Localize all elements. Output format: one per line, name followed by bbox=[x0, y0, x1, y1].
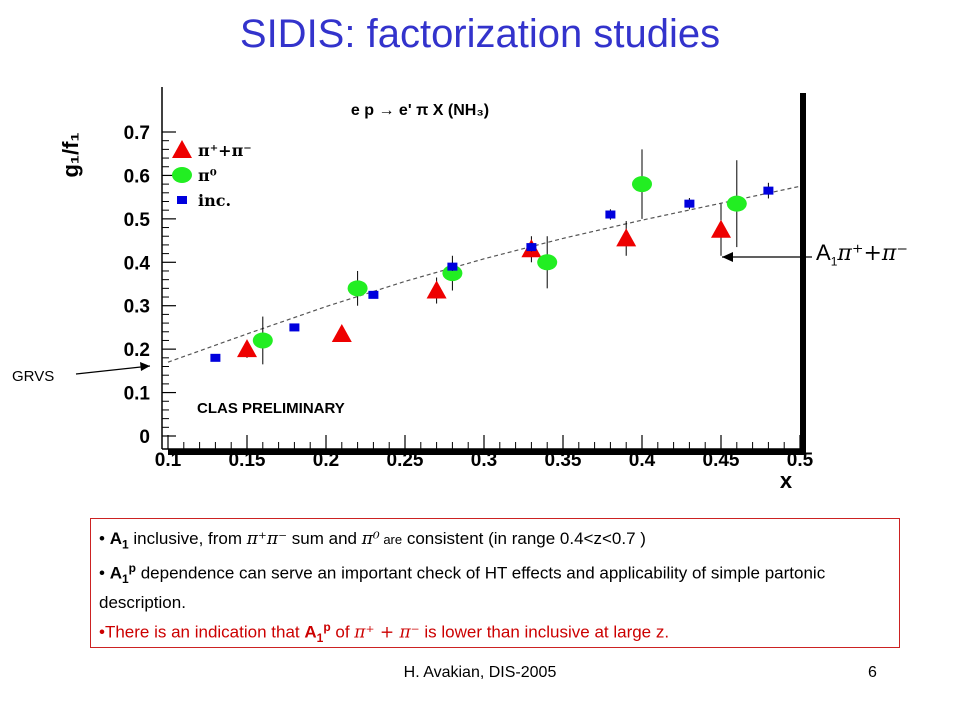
grvs-arrowhead-icon bbox=[140, 362, 150, 371]
bullet-text: inclusive, from bbox=[128, 529, 247, 548]
clas-preliminary-label: CLAS PRELIMINARY bbox=[197, 400, 345, 417]
x-tick-label: 0.4 bbox=[629, 450, 656, 471]
data-point-square bbox=[763, 186, 774, 195]
page-number: 6 bbox=[868, 664, 877, 681]
y-tick-label: 0.3 bbox=[124, 297, 150, 318]
data-point-circle bbox=[347, 280, 368, 297]
y-tick-label: 0.2 bbox=[124, 340, 150, 361]
bullet-mark: • bbox=[99, 564, 110, 584]
legend-marker-square bbox=[177, 196, 187, 204]
grvs-arrow bbox=[75, 365, 151, 375]
plot-shadow-bottom bbox=[168, 449, 806, 455]
y-axis-label: g₁/f₁ bbox=[58, 132, 83, 177]
grvs-label: GRVS bbox=[12, 368, 55, 385]
footer-author: H. Avakian, DIS-2005 bbox=[403, 664, 557, 681]
a1-sub: 1 bbox=[121, 537, 129, 552]
data-point-square bbox=[684, 199, 695, 208]
legend-label: inc. bbox=[198, 191, 231, 210]
bullet-text: dependence can serve an important check … bbox=[99, 564, 826, 613]
bullet-2: • A1p dependence can serve an important … bbox=[99, 556, 891, 615]
data-point-triangle bbox=[237, 339, 257, 358]
pion-symbol: π⁰ bbox=[361, 529, 380, 549]
x-tick-label: 0.35 bbox=[545, 450, 582, 471]
x-tick-label: 0.1 bbox=[155, 450, 182, 471]
bullet-text: sum and bbox=[287, 529, 362, 548]
legend-label: π⁰ bbox=[198, 166, 217, 185]
x-tick-label: 0.3 bbox=[471, 450, 497, 471]
x-axis-label: x bbox=[780, 468, 793, 493]
data-point-square bbox=[368, 290, 379, 299]
x-tick-label: 0.25 bbox=[387, 450, 424, 471]
scatter-chart: 00.10.20.30.40.50.60.70.1 0.15 0.2 0.25 0.3 0… bbox=[58, 87, 814, 493]
x-tick-label: 0.5 bbox=[787, 450, 814, 471]
x-tick-label: 0.2 bbox=[313, 450, 339, 471]
bullet-mark: • bbox=[99, 529, 110, 548]
x-tick-label: 0.15 bbox=[229, 450, 266, 471]
plot-frame bbox=[162, 87, 800, 449]
data-point-circle bbox=[252, 332, 273, 349]
bullet-text: is lower than inclusive at large z. bbox=[419, 623, 670, 643]
data-point-triangle bbox=[711, 219, 731, 238]
data-point-square bbox=[526, 243, 537, 252]
a1-symbol: A bbox=[304, 623, 317, 643]
data-point-circle bbox=[726, 195, 747, 212]
bullet-text: consistent (in range 0.4<z<0.7 ) bbox=[402, 529, 646, 548]
bullet-3: •There is an indication that A1p of π⁺ +… bbox=[99, 615, 891, 650]
legend-marker-circle bbox=[172, 167, 192, 183]
bullet-text: There is an indication that bbox=[104, 623, 305, 643]
data-point-circle bbox=[537, 254, 558, 271]
data-point-triangle bbox=[426, 280, 447, 299]
a1-pions: π⁺+π⁻ bbox=[837, 241, 908, 266]
y-tick-label: 0.7 bbox=[124, 123, 150, 144]
bullet-text: are bbox=[379, 532, 403, 547]
data-point-square bbox=[210, 353, 221, 362]
pion-symbol: π⁺π⁻ bbox=[246, 529, 288, 549]
data-point-square bbox=[605, 210, 616, 219]
y-tick-label: 0 bbox=[139, 427, 150, 448]
y-tick-label: 0.4 bbox=[124, 253, 151, 274]
y-tick-label: 0.5 bbox=[124, 210, 151, 231]
y-tick-label: 0.1 bbox=[124, 384, 151, 405]
bullet-box: • A1 inclusive, from π⁺π⁻ sum and π⁰ are… bbox=[90, 518, 900, 648]
legend-label: π⁺+π⁻ bbox=[198, 141, 252, 160]
data-point-circle bbox=[632, 176, 652, 193]
pion-symbol: π⁺ + π⁻ bbox=[354, 623, 420, 644]
data-point-triangle bbox=[616, 228, 637, 247]
a1-letter: A bbox=[816, 240, 831, 265]
a1-symbol: A bbox=[109, 529, 122, 548]
a1-arrowhead-icon bbox=[722, 252, 733, 262]
data-point-triangle bbox=[331, 323, 352, 342]
a1-sub: 1 bbox=[830, 254, 838, 269]
data-point-square bbox=[289, 323, 300, 332]
data-point-square bbox=[447, 262, 458, 271]
grvs-curve bbox=[167, 185, 801, 363]
bullet-mark: • bbox=[99, 623, 105, 643]
y-tick-label: 0.6 bbox=[124, 166, 150, 187]
x-tick-label: 0.45 bbox=[703, 450, 740, 471]
a1-pi-label: A1π⁺+π⁻ bbox=[816, 240, 908, 268]
slide-title: SIDIS: factorization studies bbox=[239, 12, 721, 56]
a1-sup: p bbox=[128, 561, 136, 576]
plot-shadow-right bbox=[800, 93, 806, 455]
bullet-text: of bbox=[330, 623, 355, 643]
legend-marker-triangle bbox=[172, 140, 192, 158]
a1-symbol: A bbox=[109, 564, 122, 584]
a1-sub: 1 bbox=[316, 631, 324, 646]
chart-title: e p → e' π X (NH₃) bbox=[351, 102, 489, 119]
a1-sub: 1 bbox=[121, 572, 129, 587]
a1-sup: p bbox=[323, 620, 331, 635]
bullet-1: • A1 inclusive, from π⁺π⁻ sum and π⁰ are… bbox=[99, 527, 891, 556]
